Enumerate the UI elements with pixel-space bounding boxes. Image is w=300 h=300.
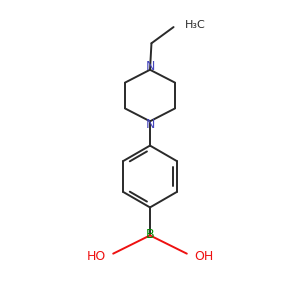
Text: H₃C: H₃C — [185, 20, 206, 30]
Text: OH: OH — [194, 250, 213, 262]
Text: N: N — [145, 60, 155, 73]
Text: N: N — [145, 118, 155, 131]
Text: HO: HO — [87, 250, 106, 262]
Text: B: B — [146, 228, 154, 241]
